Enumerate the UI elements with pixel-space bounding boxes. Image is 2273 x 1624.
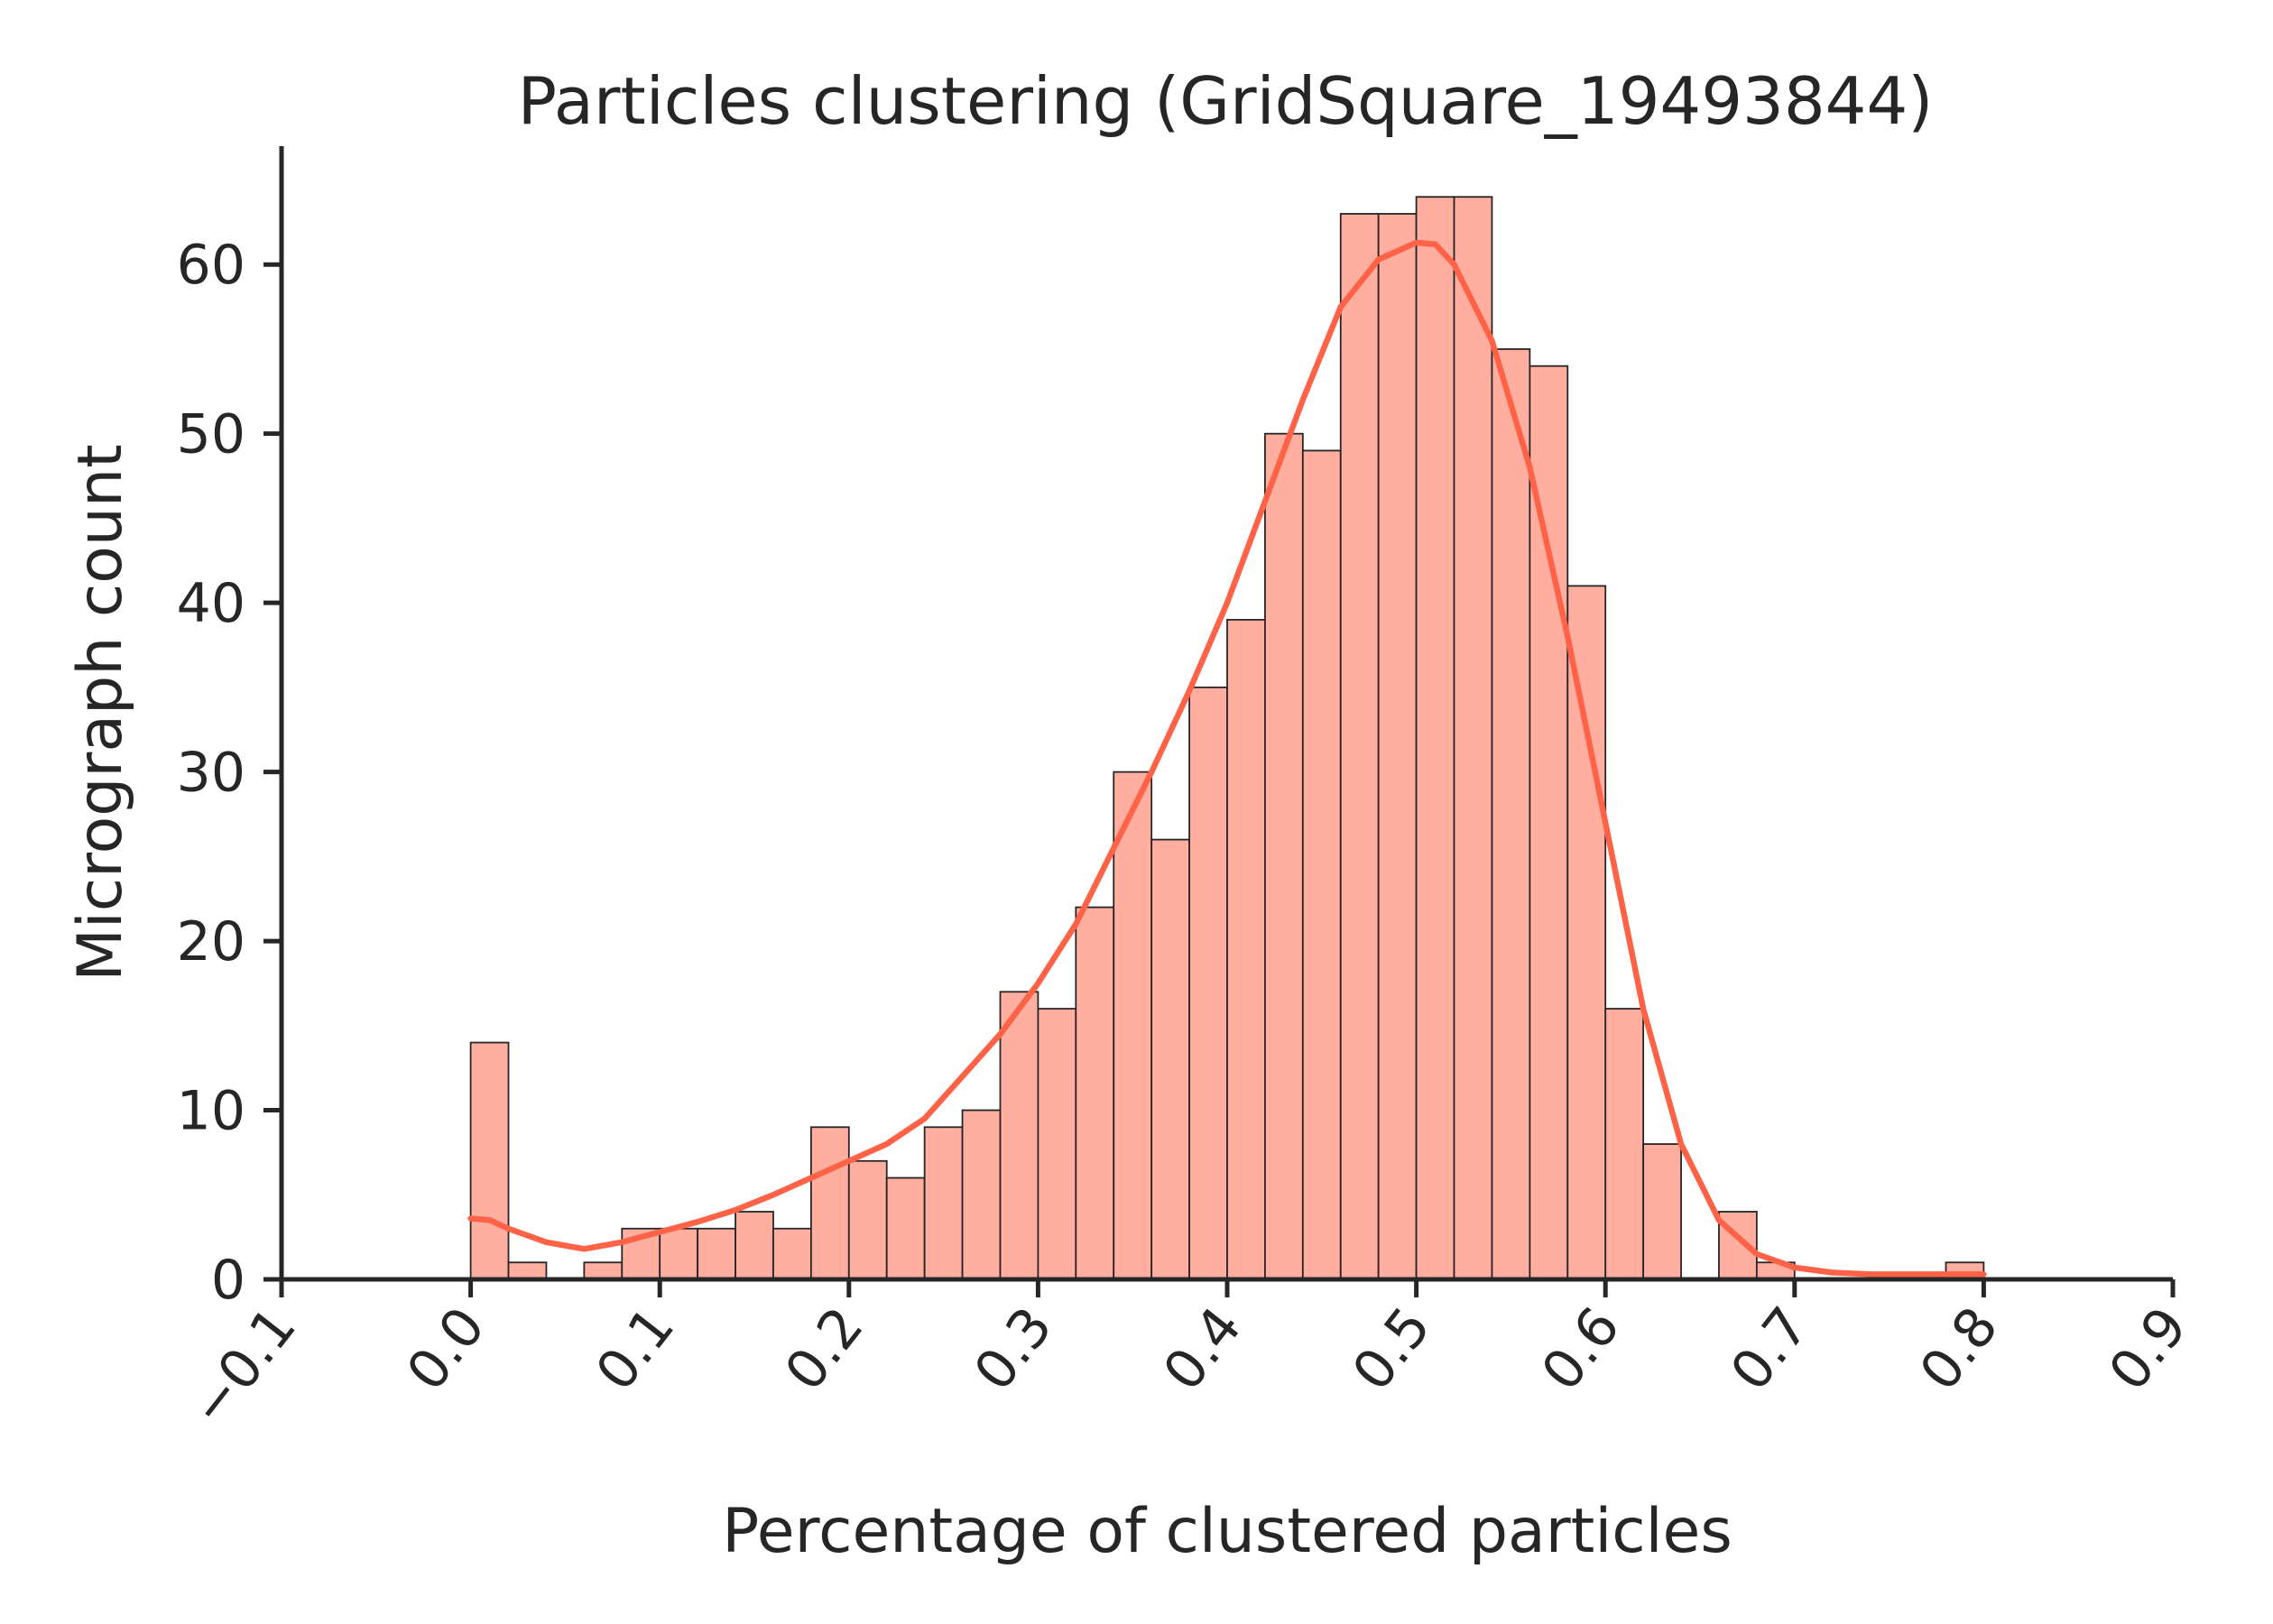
histogram-bar <box>1150 838 1190 1280</box>
chart-title: Particles clustering (GridSquare_1949384… <box>518 63 1934 139</box>
bars-group <box>469 196 1985 1280</box>
y-tick-label: 50 <box>177 403 245 466</box>
x-tick-label: 0.2 <box>773 1296 876 1402</box>
x-tick-label: 0.3 <box>962 1296 1065 1402</box>
histogram-bar <box>583 1261 624 1280</box>
histogram-bar <box>1264 432 1304 1280</box>
x-tick-label: −0.1 <box>178 1296 309 1438</box>
histogram-bar <box>1113 770 1153 1280</box>
histogram-bar <box>1075 906 1115 1280</box>
histogram-bar <box>507 1261 548 1280</box>
kde-line <box>467 239 1987 1278</box>
histogram-bar <box>1188 686 1228 1280</box>
x-tick-label: 0.4 <box>1151 1296 1254 1402</box>
histogram-bar <box>847 1159 888 1280</box>
histogram-bar <box>735 1211 774 1280</box>
y-tick-label: 40 <box>177 572 245 635</box>
histogram-bar <box>659 1227 699 1280</box>
histogram-bar <box>999 991 1039 1280</box>
histogram-bar <box>923 1126 964 1280</box>
histogram-bar <box>1642 1143 1682 1280</box>
y-tick-label: 20 <box>177 910 245 973</box>
y-tick-label: 30 <box>177 742 245 805</box>
x-tick-label: 0.7 <box>1719 1296 1822 1402</box>
histogram-bar <box>961 1109 1002 1280</box>
y-tick-label: 0 <box>211 1249 245 1312</box>
x-axis-label: Percentage of clustered particles <box>722 1496 1732 1567</box>
x-ticks-group: −0.1 0.0 0.1 0.2 0.3 0.4 0.5 0.6 0.7 0.8 0.9 <box>178 1279 2200 1438</box>
histogram-bar <box>1453 196 1493 1280</box>
histogram-bar <box>809 1126 850 1280</box>
histogram-bar <box>1604 1008 1645 1280</box>
histogram-bar <box>1301 449 1342 1280</box>
histogram-bar <box>1339 213 1380 1280</box>
histogram-bar <box>469 1041 510 1280</box>
histogram-bar <box>1415 196 1455 1280</box>
y-ticks-group: 0 10 20 30 40 50 60 <box>177 234 282 1312</box>
histogram-bar <box>1491 348 1531 1280</box>
x-tick-label: 0.6 <box>1529 1296 1632 1402</box>
x-tick-label: 0.5 <box>1341 1296 1444 1402</box>
x-tick-label: 0.9 <box>2097 1296 2200 1402</box>
histogram-bar <box>1529 364 1569 1280</box>
histogram-bar <box>697 1227 736 1280</box>
y-tick-label: 60 <box>177 234 245 297</box>
histogram-bar <box>1566 585 1607 1280</box>
x-tick-label: 0.1 <box>584 1296 687 1402</box>
y-axis-label: Micrograph count <box>65 444 136 982</box>
x-tick-label: 0.0 <box>395 1296 498 1402</box>
histogram-bar <box>885 1176 926 1280</box>
histogram-bar <box>1377 213 1418 1280</box>
histogram-bar <box>1037 1008 1077 1280</box>
x-tick-label: 0.8 <box>1908 1296 2010 1402</box>
histogram-bar <box>772 1227 812 1280</box>
y-tick-label: 10 <box>177 1080 245 1143</box>
histogram-bar <box>1226 618 1266 1280</box>
